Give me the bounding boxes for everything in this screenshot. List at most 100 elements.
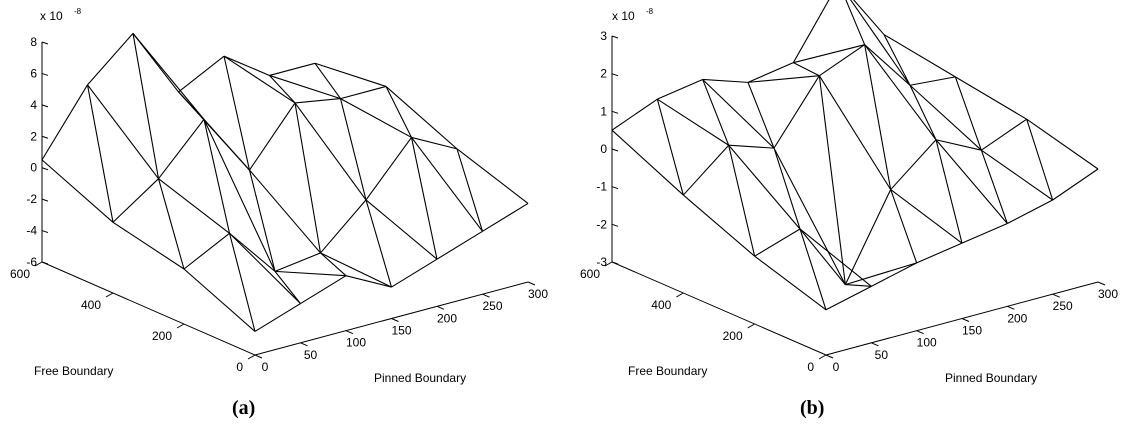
- mesh-edge-y: [314, 62, 387, 87]
- mesh-edge-diag: [702, 79, 730, 146]
- x-tick-mark: [345, 330, 354, 335]
- mesh-edge-y: [41, 159, 114, 223]
- mesh-edge-x: [41, 84, 88, 161]
- mesh-edge-x: [178, 55, 225, 93]
- chart-panel-a: 0 50 100 150 200 250 300 0 200 400 600-6 -4 -2 0 2 4 6 8x…: [10, 7, 548, 419]
- mesh-edge-x: [223, 55, 270, 76]
- z-tick-label: 0: [30, 161, 37, 175]
- y-axis-title: Free Boundary: [34, 364, 113, 378]
- mesh-edge-x: [391, 258, 438, 288]
- x-tick-label: 200: [1007, 311, 1027, 325]
- mesh-edge-diag: [248, 169, 276, 272]
- z-exponent-label: x 10: [612, 9, 635, 23]
- mesh-edge-diag: [747, 82, 775, 149]
- mesh-edge-x: [112, 178, 159, 223]
- mesh-edge-y: [657, 98, 729, 146]
- mesh-edge-diag: [954, 76, 982, 151]
- mesh-edge-x: [482, 202, 529, 232]
- x-tick-label: 150: [962, 324, 982, 338]
- mesh-edge-y: [274, 270, 347, 277]
- z-tick-mark: [41, 72, 49, 76]
- mesh-edge-y: [864, 44, 937, 141]
- y-tick-mark: [176, 323, 185, 329]
- mesh-edge-y: [754, 255, 827, 311]
- x-tick-mark: [300, 342, 308, 347]
- z-tick-label: 3: [600, 29, 607, 43]
- mesh-edge-x: [981, 118, 1027, 151]
- x-tick-mark: [825, 354, 834, 359]
- z-tick-label: -1: [596, 180, 607, 194]
- y-tick-label: 0: [807, 360, 814, 374]
- x-tick-label: 200: [437, 311, 457, 325]
- mesh-edge-y: [793, 44, 865, 64]
- y-tick-label: 200: [723, 329, 743, 343]
- y-tick-label: 400: [81, 298, 101, 312]
- mesh-edge-y: [87, 84, 159, 180]
- z-tick-label: 4: [30, 98, 37, 112]
- mesh-edge-diag: [845, 284, 872, 287]
- z-tick-label: -6: [26, 255, 37, 269]
- mesh-edge-y: [340, 98, 412, 138]
- z-tick-label: -2: [596, 217, 607, 231]
- mesh-edge-x: [436, 230, 483, 260]
- z-tick-mark: [611, 186, 619, 190]
- mesh-edge-x: [254, 303, 301, 332]
- mesh-edge-y: [747, 75, 820, 83]
- mesh-edge-x: [682, 144, 730, 196]
- mesh-edge-x: [773, 75, 820, 149]
- mesh-edge-x: [87, 33, 134, 86]
- mesh-edge-y: [183, 268, 256, 332]
- mesh-edge-diag: [728, 145, 756, 257]
- mesh-edge-x: [864, 44, 911, 86]
- mesh-edge-diag: [845, 0, 866, 45]
- x-tick-mark: [436, 305, 445, 310]
- y-tick-label: 200: [152, 329, 172, 343]
- mesh-edge-x: [340, 85, 387, 100]
- mesh-edge-y: [773, 147, 846, 285]
- mesh-edge-diag: [410, 137, 438, 260]
- mesh-edge-diag: [203, 119, 231, 234]
- mesh-edge-x: [274, 252, 321, 272]
- mesh-edge-y: [1026, 118, 1099, 170]
- z-tick-mark: [41, 104, 49, 108]
- mesh-edge-y: [385, 86, 458, 150]
- y-tick-mark: [604, 261, 613, 267]
- mesh-edge-x: [728, 144, 775, 149]
- mesh-edge-x: [657, 78, 703, 100]
- mesh-edge-x: [320, 199, 367, 254]
- mesh-edge-y: [320, 252, 392, 288]
- mesh-edge-y: [112, 221, 185, 270]
- mesh-edge-x: [890, 139, 937, 190]
- x-tick-label: 250: [482, 299, 502, 313]
- z-tick-label: -4: [26, 224, 37, 238]
- mesh-edge-x: [365, 137, 412, 201]
- z-tick-label: 1: [600, 104, 607, 118]
- mesh-edge-x: [345, 275, 392, 288]
- y-tick-label: 400: [651, 298, 671, 312]
- x-tick-mark: [1007, 305, 1015, 310]
- mesh-edge-diag: [980, 149, 1008, 224]
- z-exponent-label: x 10: [40, 9, 63, 23]
- mesh-edge-y: [203, 119, 276, 272]
- z-tick-label: -3: [596, 255, 607, 269]
- mesh-edge-x: [909, 76, 956, 86]
- z-tick-label: 2: [600, 67, 607, 81]
- x-tick-label: 100: [346, 336, 366, 350]
- y-tick-mark: [747, 323, 755, 329]
- mesh-edge-y: [702, 79, 775, 149]
- z-tick-mark: [41, 41, 49, 45]
- x-axis-title: Pinned Boundary: [374, 371, 466, 385]
- z-tick-label: 2: [30, 129, 37, 143]
- mesh-edge-x: [799, 228, 846, 285]
- z-tick-label: 8: [30, 35, 37, 49]
- panel-caption: (b): [800, 397, 824, 419]
- x-tick-mark: [254, 354, 263, 359]
- chart-panel-b: 0 50 100 150 200 250 300 0 200 400 600-3 -2 -1 0 1 2 3 x …: [580, 0, 1118, 419]
- mesh-edge-x: [853, 0, 885, 35]
- mesh-edge-x: [961, 222, 1008, 244]
- mesh-edge-x: [916, 242, 963, 264]
- mesh-edge-diag: [883, 34, 911, 86]
- z-tick-mark: [41, 261, 49, 265]
- y-tick-mark: [105, 292, 114, 298]
- z-tick-label: 0: [600, 142, 607, 156]
